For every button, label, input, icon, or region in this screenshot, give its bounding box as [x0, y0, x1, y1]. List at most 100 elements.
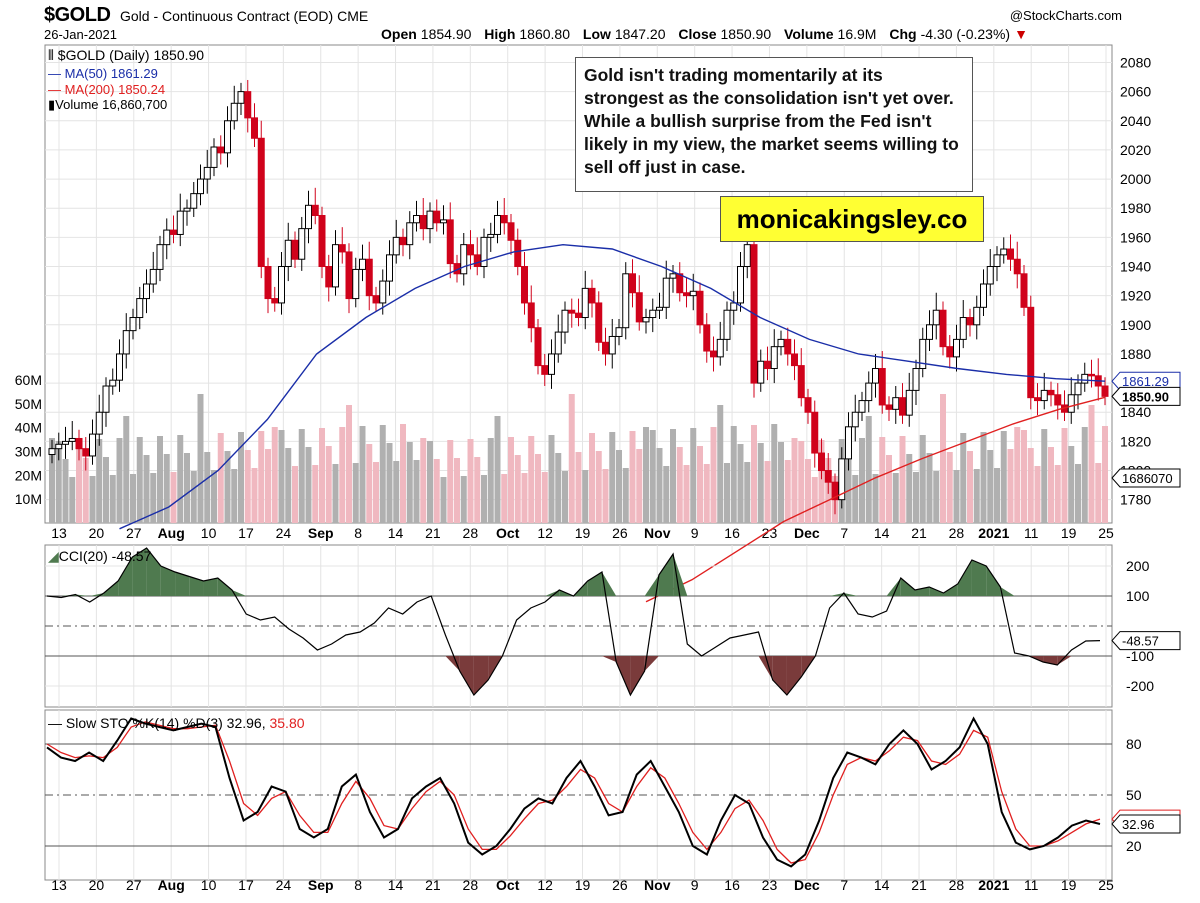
x-tick-label: Oct	[496, 525, 520, 541]
candle-body	[149, 268, 157, 285]
cci-y-tick-label: 200	[1126, 558, 1150, 574]
sto-y-tick-label: 50	[1126, 787, 1142, 803]
candle-body	[1054, 394, 1062, 406]
volume-bar	[163, 454, 170, 523]
candle-body	[48, 448, 56, 456]
candle-body	[352, 268, 360, 300]
candle-body	[122, 330, 130, 355]
volume-bar	[980, 432, 987, 523]
candle-body	[284, 239, 292, 268]
x-tick-label: 9	[691, 525, 699, 541]
x-tick-label: 17	[238, 525, 254, 541]
candle-body	[561, 309, 569, 333]
cci-legend: ◢CCI(20) -48.57	[48, 548, 151, 565]
candle-body	[716, 338, 724, 358]
cci-extreme-fill	[118, 557, 133, 596]
volume-value-tag: 1686070	[1122, 471, 1173, 486]
volume-bar	[494, 416, 501, 523]
volume-bar	[676, 447, 683, 523]
ohlc-summary: Open 1854.90 High 1860.80 Low 1847.20 Close…	[372, 26, 1028, 42]
candle-body	[730, 302, 738, 311]
cci-extreme-fill	[929, 587, 944, 596]
candle-body	[548, 353, 555, 375]
x-tick-label: 27	[126, 525, 142, 541]
volume-bar	[454, 458, 460, 523]
volume-bar	[184, 453, 190, 523]
candle-body	[629, 273, 636, 294]
cci-extreme-fill	[189, 576, 204, 596]
volume-bar	[926, 453, 933, 523]
candle-body	[554, 331, 562, 355]
x-tick-label: 21	[911, 525, 927, 541]
sto-y-tick-label: 80	[1126, 736, 1142, 752]
volume-bar	[643, 427, 649, 523]
volume-bar	[791, 438, 798, 523]
y-tick-label: 2060	[1120, 84, 1151, 100]
volume-bar	[818, 440, 825, 523]
volume-bar	[359, 426, 366, 523]
volume-bar	[400, 424, 406, 523]
volume-y-tick-label: 50M	[15, 396, 42, 412]
candle-body	[278, 266, 285, 304]
x-tick-label: 8	[354, 877, 362, 893]
candle-body	[197, 178, 204, 195]
volume-bar	[150, 473, 157, 523]
volume-bar	[1021, 430, 1027, 523]
candle-body	[291, 239, 299, 260]
x-tick-label: 16	[724, 877, 740, 893]
volume-y-tick-label: 10M	[15, 491, 42, 507]
volume-bar	[258, 431, 265, 523]
sto-y-tick-label: 20	[1126, 838, 1142, 854]
volume-bar	[298, 429, 305, 523]
candle-body	[332, 244, 339, 288]
x-tick-label: Dec	[794, 525, 820, 541]
volume-bar	[76, 440, 82, 523]
last-price-tag: 1850.90	[1122, 389, 1169, 404]
x-tick-label: 28	[463, 877, 479, 893]
candle-body	[541, 365, 549, 375]
volume-bar	[413, 460, 420, 523]
candle-body	[102, 385, 110, 413]
candle-body	[669, 273, 677, 279]
candle-body	[568, 309, 576, 314]
volume-bar	[940, 394, 946, 523]
volume-label: Volume	[784, 26, 834, 42]
candle-body	[575, 312, 582, 319]
candle-body	[919, 338, 927, 370]
candle-body	[163, 229, 171, 246]
volume-bar	[433, 459, 440, 523]
volume-bar	[697, 446, 703, 523]
x-tick-label: 19	[1061, 877, 1077, 893]
volume-bar	[373, 462, 379, 523]
cci-extreme-fill	[132, 548, 147, 596]
x-tick-label: 11	[1024, 877, 1039, 893]
volume-bar	[859, 438, 865, 523]
volume-bar	[211, 470, 217, 523]
candle-body	[993, 254, 1001, 268]
candle-body	[372, 295, 380, 304]
candle-body	[946, 346, 954, 358]
volume-bar	[886, 455, 892, 523]
cci-extreme-fill	[231, 590, 247, 596]
candle-body	[932, 309, 940, 326]
volume-bar	[1027, 448, 1034, 523]
volume-bar	[649, 430, 656, 523]
candle-body	[257, 137, 265, 268]
volume-bar	[96, 439, 103, 523]
candle-body	[298, 228, 306, 260]
low-value: 1847.20	[614, 26, 666, 42]
sto-k-value-tag: 32.96	[1122, 817, 1155, 832]
volume-bar	[906, 454, 913, 523]
volume-bar	[852, 475, 859, 523]
cci-extreme-fill	[445, 656, 460, 671]
cci-area-icon: ◢	[48, 548, 59, 564]
x-tick-label: 28	[949, 525, 965, 541]
cci-extreme-fill	[943, 584, 958, 596]
volume-bar	[953, 470, 960, 523]
volume-bar	[82, 458, 89, 523]
candle-body	[460, 244, 468, 275]
cci-extreme-fill	[829, 593, 844, 596]
candle-body	[696, 290, 704, 326]
volume-bar	[568, 394, 575, 523]
volume-bar	[157, 436, 163, 523]
